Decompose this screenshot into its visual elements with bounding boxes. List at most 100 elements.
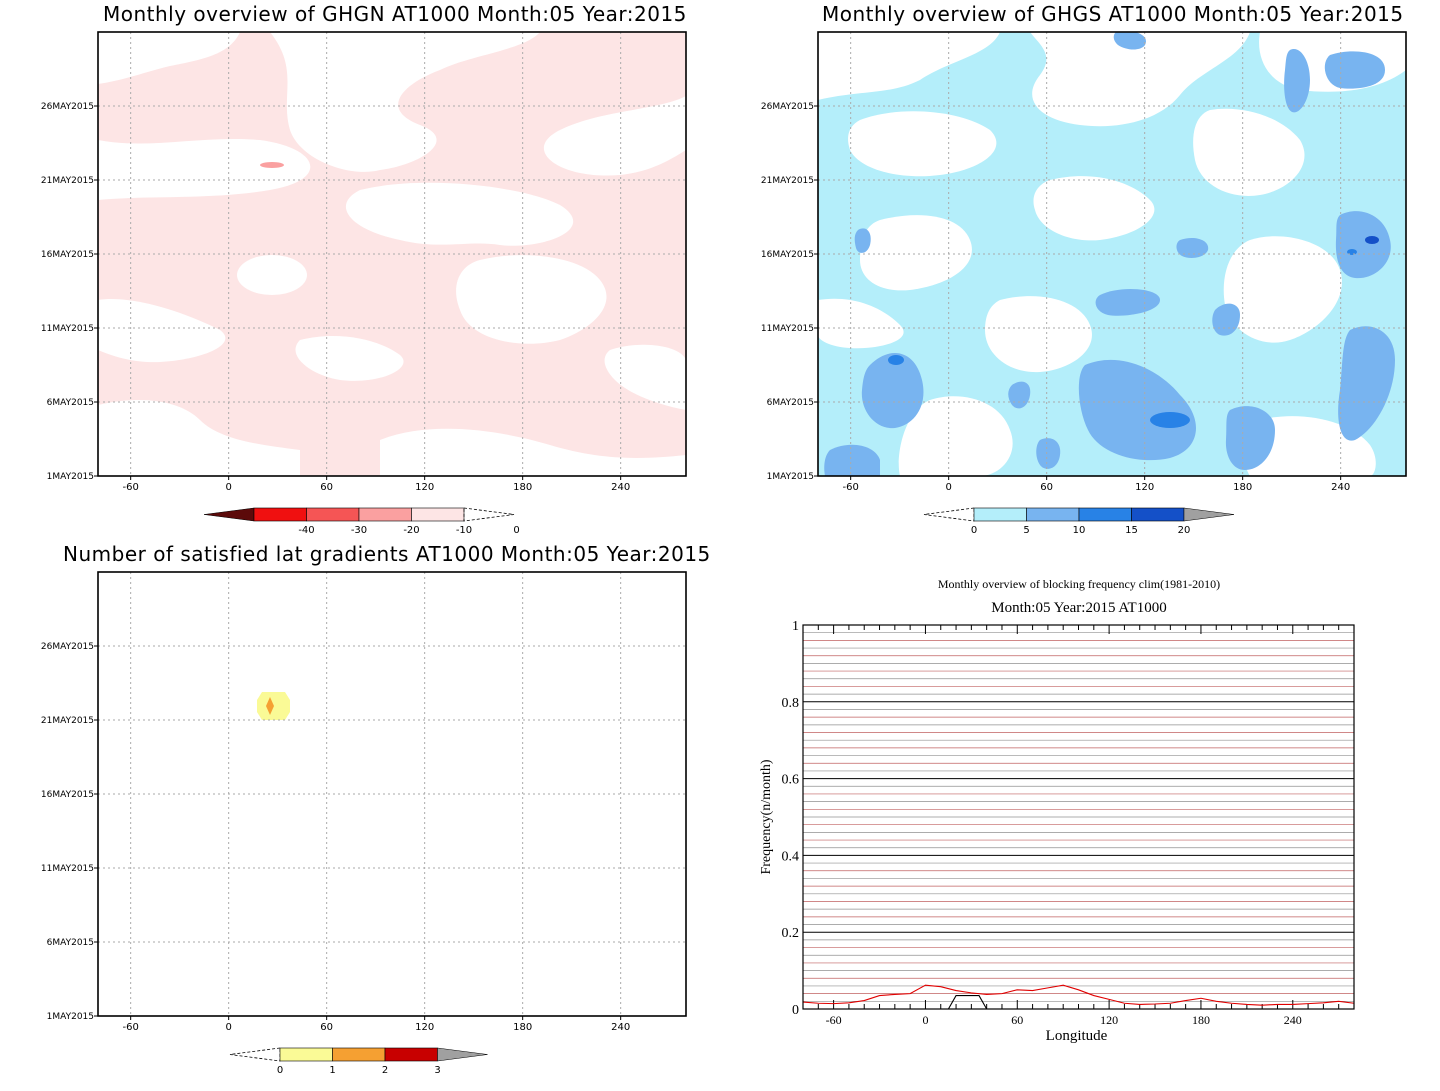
- gradients-axes: -60 0 60 120 180 240 1MAY2015 6MAY2015 11MAY2015…: [41, 571, 687, 1033]
- gradients-colorbar-label: 2: [382, 1065, 388, 1076]
- ghgs-colorbar-box: [1078, 507, 1132, 522]
- ghgs-mid-7: [1095, 288, 1160, 316]
- ghgs-colorbar-box: [1131, 507, 1185, 522]
- ghgn-min-core: [260, 162, 284, 168]
- ghgn-xtick-label: 240: [611, 482, 630, 493]
- gradients-xtick-label: 120: [415, 1022, 434, 1033]
- ghgs-colorbar-label: 0: [971, 525, 977, 536]
- frequency-ytick-label: 0.4: [782, 849, 800, 864]
- gradients-colorbar-label: 0: [277, 1065, 283, 1076]
- ghgn-title: Monthly overview of GHGN AT1000 Month:05…: [103, 2, 687, 26]
- gradients-ytick-label: 16MAY2015: [41, 790, 94, 800]
- ghgn-colorbar: -40 -30 -20 -10 0: [203, 507, 520, 536]
- ghgs-high-2: [888, 355, 904, 365]
- ghgs-gap-2: [1030, 32, 1250, 127]
- frequency-series-line-0: [802, 984, 1355, 1006]
- ghgs-xtick-label: 240: [1331, 482, 1350, 493]
- frequency-ytick-label: 1: [792, 619, 799, 634]
- frequency-subtitle: Month:05 Year:2015 AT1000: [991, 600, 1166, 616]
- gradients-field: [98, 572, 686, 1016]
- frequency-xtick-label: 180: [1192, 1013, 1210, 1027]
- ghgs-mid-5: [1284, 49, 1310, 113]
- gradients-xtick-label: 240: [611, 1022, 630, 1033]
- frequency-ylabel: Frequency(n/month): [759, 759, 774, 874]
- ghgs-gap-6: [860, 215, 972, 291]
- ghgs-xtick-label: 120: [1135, 482, 1154, 493]
- ghgn-xtick-label: 180: [513, 482, 532, 493]
- ghgn-colorbar-label: -30: [351, 525, 367, 536]
- ghgs-mid-14: [1113, 32, 1146, 50]
- ghgn-colorbar-left-tri: [203, 507, 255, 522]
- gradients-colorbar-label: 1: [329, 1065, 335, 1076]
- ghgn-colorbar-box: [306, 507, 360, 522]
- gradients-xtick-label: -60: [122, 1022, 138, 1033]
- ghgn-colorbar-label: -20: [403, 525, 419, 536]
- ghgn-colorbar-box: [358, 507, 412, 522]
- ghgs-xtick-label: 60: [1040, 482, 1053, 493]
- ghgn-gap-3: [543, 96, 686, 176]
- ghgn-ytick-label: 6MAY2015: [47, 398, 94, 408]
- gradients-colorbar: 0 1 2 3: [229, 1047, 488, 1076]
- ghgs-gap-9: [818, 298, 904, 349]
- frequency-ytick-label: 0.8: [782, 696, 800, 711]
- ghgn-axes: -60 0 60 120 180 240 1MAY2015 6MAY2015 11MAY2015…: [41, 31, 687, 493]
- frequency-xtick-label: -60: [826, 1013, 842, 1027]
- ghgn-gap-5: [345, 182, 574, 246]
- ghgn-xtick-label: 0: [225, 482, 231, 493]
- ghgs-axes: -60 0 60 120 180 240 1MAY2015 6MAY2015 11MAY2015…: [761, 31, 1407, 493]
- ghgn-ytick-label: 16MAY2015: [41, 250, 94, 260]
- ghgs-mid-3: [1338, 326, 1395, 441]
- gradients-xtick-label: 180: [513, 1022, 532, 1033]
- gradients-field-background: [98, 572, 686, 1016]
- gradients-xtick-label: 0: [225, 1022, 231, 1033]
- ghgs-gap-7: [1033, 176, 1155, 241]
- ghgs-xtick-label: 0: [945, 482, 951, 493]
- ghgn-gap-11: [98, 400, 300, 476]
- ghgn-gap-8: [98, 299, 226, 363]
- ghgs-mid-13: [1176, 238, 1209, 258]
- frequency-xtick-label: 0: [922, 1013, 928, 1027]
- gradients-colorbar-label: 3: [434, 1065, 440, 1076]
- ghgn-gap-7: [456, 255, 607, 344]
- gradients-ytick-label: 11MAY2015: [41, 864, 94, 874]
- ghgs-title: Monthly overview of GHGS AT1000 Month:05…: [822, 2, 1404, 26]
- gradients-title: Number of satisfied lat gradients AT1000…: [63, 542, 711, 566]
- ghgs-ytick-label: 16MAY2015: [761, 250, 814, 260]
- frequency-series-line-1: [947, 995, 988, 1010]
- frequency-title: Monthly overview of blocking frequency c…: [938, 577, 1220, 591]
- ghgs-high-3: [1365, 236, 1379, 244]
- ghgs-colorbar-label: 15: [1125, 525, 1138, 536]
- ghgs-colorbar-left-tri: [923, 507, 975, 522]
- frequency-xtick-label: 120: [1100, 1013, 1118, 1027]
- ghgs-mid-12: [824, 444, 880, 476]
- gradients-colorbar-left-tri: [229, 1047, 281, 1062]
- ghgs-colorbar-label: 10: [1073, 525, 1086, 536]
- ghgn-gap-9: [295, 335, 404, 381]
- ghgn-field: [98, 32, 686, 476]
- ghgn-colorbar-label: 0: [513, 525, 519, 536]
- ghgn-ytick-label: 1MAY2015: [47, 472, 94, 482]
- ghgn-xtick-label: 60: [320, 482, 333, 493]
- ghgn-colorbar-box: [253, 507, 307, 522]
- gradients-ytick-label: 1MAY2015: [47, 1012, 94, 1022]
- ghgs-high-1: [1150, 412, 1190, 428]
- frequency-xlabel: Longitude: [1046, 1028, 1108, 1044]
- ghgs-gap-5: [1193, 108, 1305, 196]
- ghgn-colorbar-box: [411, 507, 465, 522]
- ghgn-colorbar-right-tri: [463, 507, 515, 522]
- ghgs-ytick-label: 1MAY2015: [767, 472, 814, 482]
- ghgs-mid-2: [1078, 359, 1197, 461]
- ghgn-ytick-label: 26MAY2015: [41, 102, 94, 112]
- ghgs-colorbar: 0 5 10 15 20: [923, 507, 1235, 536]
- ghgs-colorbar-right-tri: [1183, 507, 1235, 522]
- ghgs-ytick-label: 21MAY2015: [761, 176, 814, 186]
- ghgs-xtick-label: 180: [1233, 482, 1252, 493]
- ghgs-xtick-label: -60: [842, 482, 858, 493]
- ghgn-frame: [97, 31, 687, 477]
- gradients-level-2: [266, 697, 274, 715]
- ghgs-gap-8: [1223, 236, 1342, 343]
- ghgn-ytick-label: 21MAY2015: [41, 176, 94, 186]
- ghgs-colorbar-box: [1026, 507, 1080, 522]
- ghgn-colorbar-label: -40: [298, 525, 314, 536]
